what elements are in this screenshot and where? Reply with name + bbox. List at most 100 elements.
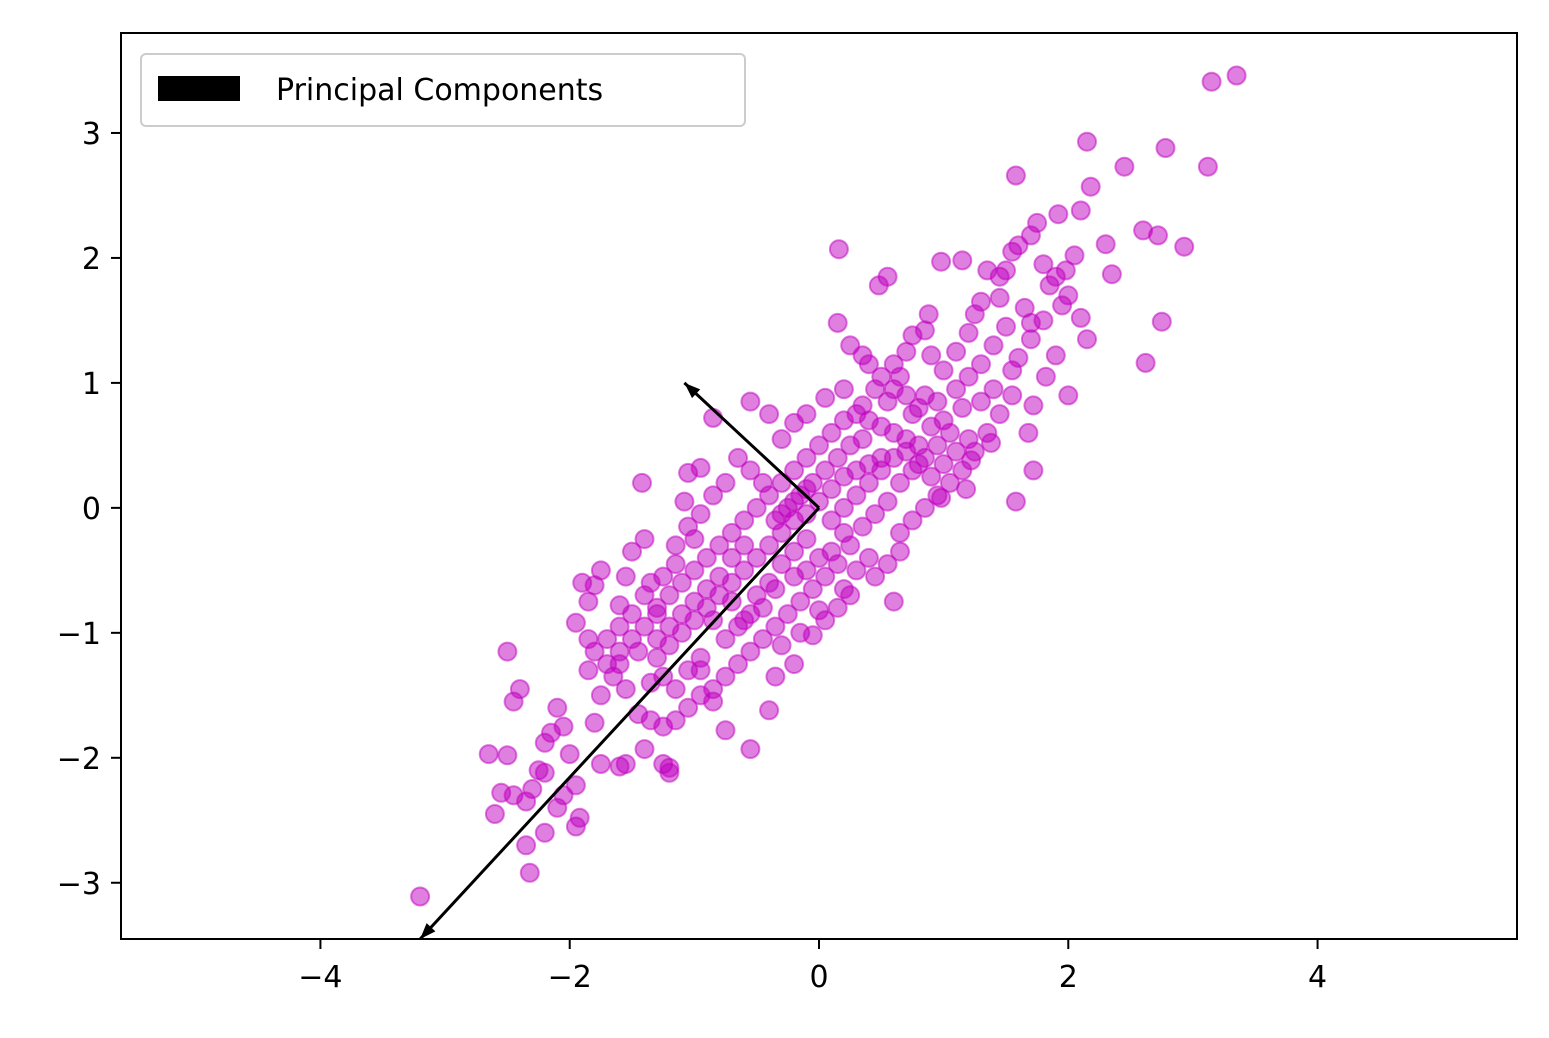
data-point [828, 239, 849, 260]
data-point [1135, 352, 1156, 373]
data-point [690, 457, 711, 478]
data-point [771, 635, 792, 656]
data-point [784, 654, 805, 675]
data-point [983, 379, 1004, 400]
data-point [690, 647, 711, 668]
data-point [740, 460, 761, 481]
data-point [609, 756, 630, 777]
data-point [634, 739, 655, 760]
data-point [752, 629, 773, 650]
x-tick-label: 4 [1308, 960, 1327, 995]
data-point [914, 497, 935, 518]
y-tick-label: −3 [57, 867, 101, 902]
data-point [1045, 266, 1066, 287]
data-point [815, 610, 836, 631]
data-point [858, 354, 879, 375]
data-point [809, 491, 829, 512]
data-point [516, 835, 537, 856]
scatter-points [410, 65, 1247, 907]
data-point [952, 460, 973, 481]
data-point [890, 472, 910, 493]
data-point [821, 510, 842, 531]
data-point [833, 522, 854, 543]
data-point [634, 585, 655, 606]
x-axis-ticks: −4 −2 0 2 4 [298, 939, 1327, 995]
data-point [858, 547, 879, 568]
data-point [497, 641, 518, 662]
data-point [902, 404, 923, 425]
data-point [659, 616, 680, 637]
x-tick-label: −4 [298, 960, 342, 995]
data-point [852, 429, 873, 450]
data-point [519, 862, 540, 883]
y-axis-ticks: −3 −2 −1 0 1 2 3 [57, 117, 121, 902]
data-point [952, 397, 973, 418]
y-tick-label: −2 [57, 742, 101, 777]
data-point [547, 697, 568, 718]
data-point [933, 360, 954, 381]
data-point [653, 566, 674, 587]
data-point [846, 485, 867, 506]
data-point [933, 454, 954, 475]
data-point [883, 591, 904, 612]
data-point [609, 616, 630, 637]
data-point [840, 585, 861, 606]
data-point [1023, 395, 1044, 416]
principal-component-arrow-1 [419, 506, 821, 939]
data-point [715, 629, 736, 650]
data-point [734, 560, 755, 581]
data-point [802, 472, 823, 493]
data-point [410, 886, 431, 907]
data-point [933, 410, 954, 431]
data-point [846, 560, 867, 581]
data-point [815, 387, 836, 408]
data-point [715, 472, 736, 493]
data-point [590, 685, 611, 706]
data-point [939, 472, 960, 493]
data-point [1020, 225, 1041, 246]
data-point [1077, 329, 1097, 350]
legend-label: Principal Components [276, 73, 603, 108]
data-point [809, 435, 829, 456]
data-point [659, 585, 680, 606]
data-point [1101, 264, 1122, 285]
data-point [547, 797, 568, 818]
data-point [927, 485, 948, 506]
data-point [578, 591, 599, 612]
data-point [827, 447, 848, 468]
data-point [728, 447, 748, 468]
data-point [921, 345, 942, 366]
data-point [696, 547, 717, 568]
data-point [765, 579, 786, 600]
principal-component-arrowhead-2 [684, 382, 701, 399]
data-point [790, 591, 811, 612]
data-point [871, 460, 892, 481]
data-point [709, 535, 730, 556]
data-point [1201, 71, 1222, 92]
data-point [534, 822, 555, 843]
data-point [690, 685, 711, 706]
data-point [765, 510, 786, 531]
legend-box [140, 53, 746, 127]
data-point [796, 447, 817, 468]
y-tick-label: 1 [82, 367, 101, 402]
data-point [958, 366, 979, 387]
data-point [1174, 236, 1195, 257]
principal-component-arrows [419, 381, 821, 939]
data-point [740, 641, 761, 662]
data-point [833, 379, 854, 400]
data-point [971, 291, 991, 312]
data-point [597, 629, 618, 650]
data-point [777, 497, 798, 518]
data-point [746, 547, 767, 568]
data-point [615, 566, 636, 587]
data-point [958, 322, 979, 343]
data-point [890, 522, 910, 543]
data-point [534, 732, 555, 753]
data-point [590, 754, 611, 774]
data-point [1148, 225, 1168, 246]
data-point [971, 391, 991, 412]
data-point [1070, 307, 1091, 328]
data-point [534, 762, 555, 783]
